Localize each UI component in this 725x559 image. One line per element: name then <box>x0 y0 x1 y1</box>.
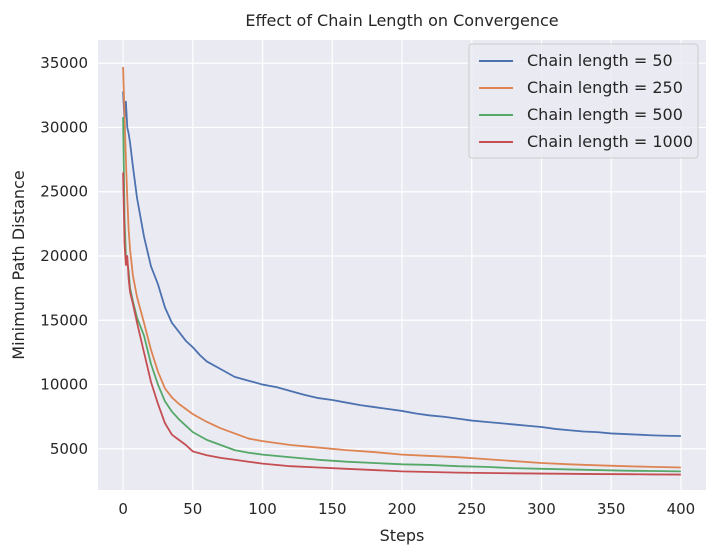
series-lines <box>122 66 681 476</box>
x-tick-label: 100 <box>248 500 277 518</box>
y-tick-label: 30000 <box>40 118 88 136</box>
series-line <box>122 91 681 437</box>
y-tick-label: 5000 <box>50 440 88 458</box>
legend: Chain length = 50 Chain length = 250 Chain… <box>468 43 699 159</box>
x-tick-label: 150 <box>318 500 347 518</box>
y-tick-label: 15000 <box>40 311 88 329</box>
x-axis-label: Steps <box>380 526 425 545</box>
chart-title: Effect of Chain Length on Convergence <box>245 11 558 30</box>
x-tick-label: 0 <box>118 500 128 518</box>
x-tick-label: 350 <box>597 500 626 518</box>
series-line <box>122 66 681 469</box>
y-axis-label: Minimum Path Distance <box>9 170 28 359</box>
y-tick-label: 10000 <box>40 376 88 394</box>
legend-label: Chain length = 1000 <box>527 132 693 151</box>
x-tick-label: 250 <box>457 500 486 518</box>
y-tick-label: 25000 <box>40 183 88 201</box>
legend-label: Chain length = 250 <box>527 78 683 97</box>
x-tick-label: 50 <box>183 500 202 518</box>
x-tick-label: 200 <box>388 500 417 518</box>
legend-label: Chain length = 50 <box>527 51 673 70</box>
legend-label: Chain length = 500 <box>527 105 683 124</box>
y-tick-label: 35000 <box>40 54 88 72</box>
x-tick-label: 400 <box>667 500 696 518</box>
y-tick-label: 20000 <box>40 247 88 265</box>
legend-box <box>468 43 699 159</box>
series-line <box>122 172 681 476</box>
x-tick-label: 300 <box>527 500 556 518</box>
tick-labels: 0 50 100 150 200 250 300 350 400 5000 10000 15000 20… <box>40 54 695 518</box>
